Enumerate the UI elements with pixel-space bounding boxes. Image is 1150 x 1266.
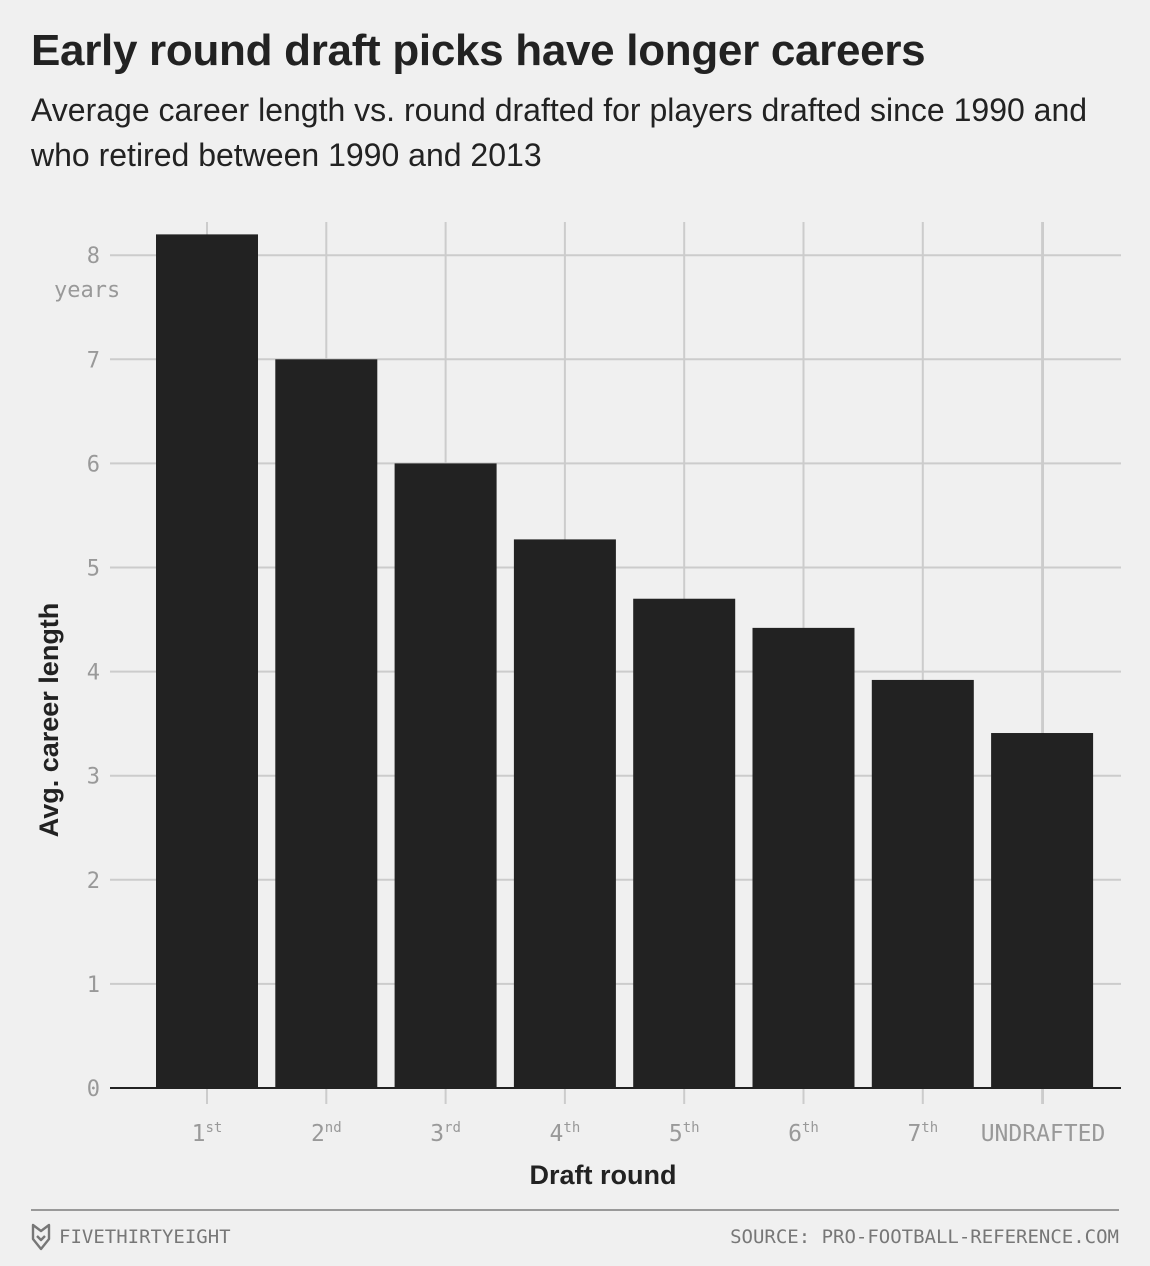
x-tick-suffix: th	[802, 1120, 819, 1136]
x-tick-base: 3	[430, 1121, 444, 1147]
footer-divider	[31, 1209, 1119, 1211]
bar	[633, 598, 736, 1088]
x-tick-base: 5	[669, 1121, 683, 1147]
y-axis-title: Avg. career length	[34, 603, 64, 838]
bar	[156, 234, 258, 1088]
x-tick-label: 2nd	[311, 1120, 342, 1147]
x-tick-label: 7th	[907, 1120, 938, 1147]
y-tick-label: 3	[87, 765, 100, 790]
x-tick-label: 5th	[669, 1120, 700, 1147]
x-tick-suffix: st	[206, 1120, 223, 1136]
bar	[275, 359, 378, 1088]
y-tick-label: 7	[87, 348, 100, 373]
x-tick-label: 4th	[550, 1120, 581, 1147]
x-tick-base: 1	[192, 1121, 206, 1147]
y-tick-label: 0	[87, 1077, 100, 1102]
x-tick-labels: 1st 2nd 3rd 4th 5th 6th 7th UNDRAFTED	[192, 1120, 1106, 1147]
y-tick-labels: 0 1 2 3 4 5 6 7 8	[87, 244, 100, 1102]
x-tick-base: 6	[788, 1121, 802, 1147]
x-axis-title: Draft round	[530, 1160, 677, 1190]
x-tick-base: 4	[550, 1121, 564, 1147]
x-tick-label: 3rd	[430, 1120, 461, 1147]
x-tick-base: UNDRAFTED	[981, 1121, 1106, 1147]
x-tick-suffix: th	[921, 1120, 938, 1136]
x-tick-base: 2	[311, 1121, 325, 1147]
fox-logo-icon	[31, 1223, 51, 1251]
brand-name: FIVETHIRTYEIGHT	[59, 1226, 231, 1248]
bar	[513, 539, 616, 1088]
brand: FIVETHIRTYEIGHT	[31, 1222, 231, 1252]
y-tick-label: 1	[87, 973, 100, 998]
y-tick-label: 4	[87, 661, 100, 686]
x-tick-suffix: nd	[325, 1120, 342, 1136]
chart-title: Early round draft picks have longer care…	[31, 26, 926, 75]
x-tick-label: 6th	[788, 1120, 819, 1147]
bar	[991, 733, 1094, 1088]
bar	[394, 463, 497, 1088]
x-tick-suffix: th	[683, 1120, 700, 1136]
y-tick-label: 8	[87, 244, 100, 269]
x-tick-suffix: rd	[444, 1120, 461, 1136]
x-tick-label: 1st	[192, 1120, 223, 1147]
bar	[871, 679, 974, 1088]
y-tick-label: 2	[87, 869, 100, 894]
y-unit-label: years	[54, 278, 120, 303]
y-tick-label: 5	[87, 557, 100, 582]
chart-subtitle: Average career length vs. round drafted …	[31, 92, 1088, 173]
y-tick-label: 6	[87, 452, 100, 477]
bars	[156, 234, 1094, 1088]
x-tick-base: 7	[907, 1121, 921, 1147]
x-tick-suffix: th	[563, 1120, 580, 1136]
bar	[752, 627, 855, 1088]
source-note: SOURCE: PRO-FOOTBALL-REFERENCE.COM	[730, 1226, 1119, 1248]
x-tick-label: UNDRAFTED	[981, 1121, 1106, 1147]
